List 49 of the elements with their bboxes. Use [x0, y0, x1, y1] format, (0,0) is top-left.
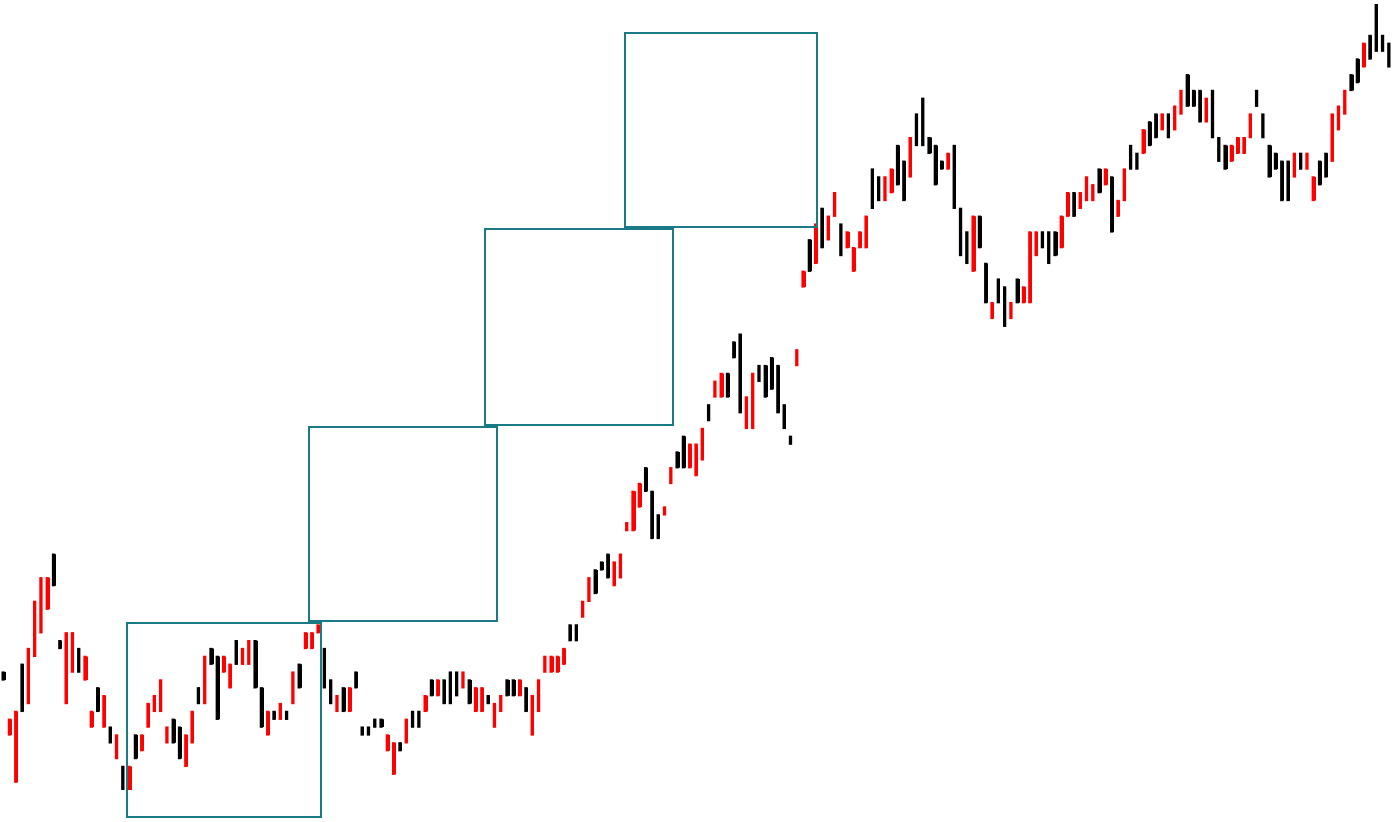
candlestick — [83, 655, 88, 681]
candlestick — [908, 136, 912, 178]
candlestick — [725, 372, 730, 398]
candlestick — [379, 718, 384, 729]
candlestick — [366, 726, 371, 736]
candlestick — [814, 223, 818, 265]
candlestick — [20, 663, 24, 713]
candlestick — [738, 333, 742, 414]
candlestick — [1204, 97, 1208, 123]
candlestick — [977, 215, 982, 249]
candlestick — [1362, 42, 1366, 68]
candlestick — [662, 506, 667, 516]
candlestick — [1324, 152, 1328, 178]
candlestick — [618, 553, 623, 579]
candlestick — [108, 726, 112, 744]
candlestick — [1053, 230, 1058, 257]
candlestick — [1198, 89, 1202, 123]
candlestick — [423, 694, 428, 713]
candlestick — [820, 207, 824, 249]
candlestick — [140, 733, 144, 752]
candlestick — [133, 733, 138, 760]
candlestick — [1097, 168, 1102, 194]
candlestick — [404, 718, 408, 744]
candlestick — [1166, 113, 1171, 139]
candlestick — [681, 435, 686, 469]
candlestick — [1223, 144, 1228, 171]
candlestick — [612, 561, 616, 587]
candlestick — [505, 678, 510, 697]
candlestick — [228, 663, 232, 689]
candlestick — [1160, 113, 1164, 131]
candlestick — [606, 553, 610, 579]
candlestick — [1154, 113, 1158, 139]
candlestick — [984, 262, 988, 304]
candlestick — [1286, 160, 1290, 202]
candlestick — [549, 655, 554, 674]
candlestick — [1103, 168, 1108, 186]
candlestick — [801, 270, 806, 288]
candlestick — [688, 443, 692, 469]
candlestick — [971, 215, 976, 273]
candlestick — [864, 215, 868, 249]
candlestick — [177, 726, 182, 760]
candlestick — [266, 710, 270, 736]
candlestick — [1280, 160, 1284, 202]
candlestick — [1, 671, 6, 681]
candlestick — [51, 553, 56, 587]
candlestick — [354, 671, 358, 689]
candlestick — [114, 734, 119, 760]
candlestick — [360, 726, 364, 736]
candlestick — [1317, 160, 1322, 186]
